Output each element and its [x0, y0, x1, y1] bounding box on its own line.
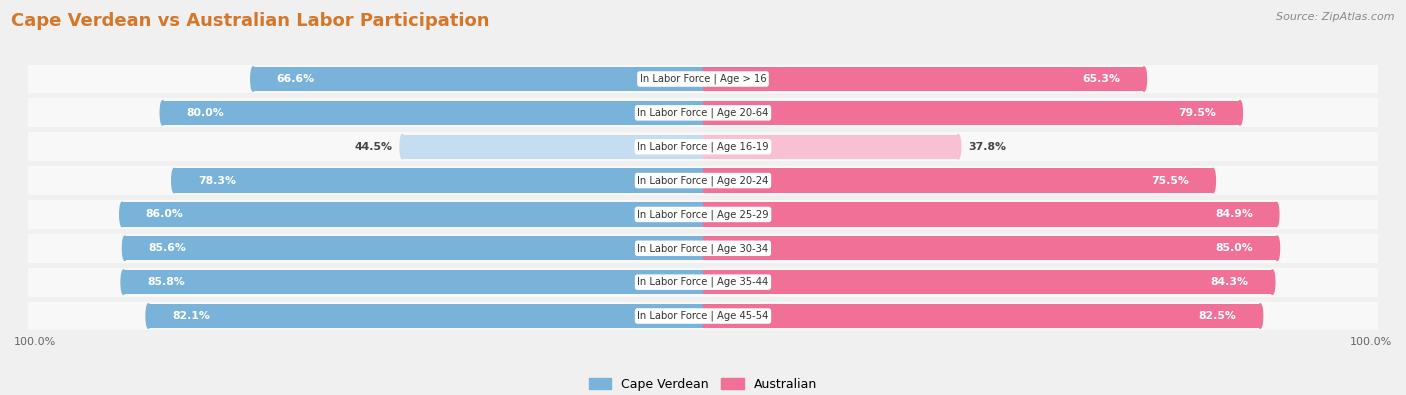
Bar: [402, 135, 703, 159]
Circle shape: [121, 270, 127, 294]
Circle shape: [1142, 67, 1146, 91]
Text: 37.8%: 37.8%: [969, 142, 1007, 152]
Bar: [28, 302, 1378, 330]
Bar: [28, 268, 1378, 297]
Circle shape: [1274, 202, 1279, 227]
Text: 65.3%: 65.3%: [1083, 74, 1121, 84]
Circle shape: [160, 101, 165, 125]
Bar: [28, 65, 1378, 93]
Bar: [28, 166, 1378, 195]
Text: 66.6%: 66.6%: [277, 74, 315, 84]
Bar: [28, 98, 1378, 127]
Text: 82.5%: 82.5%: [1199, 311, 1237, 321]
Circle shape: [399, 135, 405, 159]
Bar: [253, 67, 703, 91]
Text: 75.5%: 75.5%: [1152, 175, 1189, 186]
Bar: [703, 101, 1240, 125]
Bar: [703, 202, 1277, 227]
Bar: [28, 132, 1378, 161]
Circle shape: [1258, 304, 1263, 328]
Text: In Labor Force | Age 25-29: In Labor Force | Age 25-29: [637, 209, 769, 220]
Text: In Labor Force | Age 30-34: In Labor Force | Age 30-34: [637, 243, 769, 254]
Bar: [124, 270, 703, 294]
Text: In Labor Force | Age 20-24: In Labor Force | Age 20-24: [637, 175, 769, 186]
Circle shape: [146, 304, 150, 328]
Bar: [703, 270, 1272, 294]
Text: Source: ZipAtlas.com: Source: ZipAtlas.com: [1277, 12, 1395, 22]
Bar: [174, 168, 703, 193]
Legend: Cape Verdean, Australian: Cape Verdean, Australian: [583, 373, 823, 395]
Circle shape: [120, 202, 125, 227]
Circle shape: [1211, 168, 1215, 193]
Text: 78.3%: 78.3%: [198, 175, 236, 186]
Text: In Labor Force | Age 20-64: In Labor Force | Age 20-64: [637, 107, 769, 118]
Circle shape: [122, 236, 128, 260]
Bar: [125, 236, 703, 260]
Text: 85.0%: 85.0%: [1216, 243, 1254, 253]
Bar: [703, 236, 1277, 260]
Circle shape: [172, 168, 177, 193]
Circle shape: [250, 67, 256, 91]
Bar: [149, 304, 703, 328]
Text: 84.9%: 84.9%: [1215, 209, 1253, 220]
Text: 85.8%: 85.8%: [148, 277, 184, 287]
Circle shape: [1270, 270, 1275, 294]
Bar: [703, 135, 959, 159]
Circle shape: [956, 135, 960, 159]
Text: In Labor Force | Age 35-44: In Labor Force | Age 35-44: [637, 277, 769, 288]
Bar: [703, 67, 1144, 91]
Bar: [122, 202, 703, 227]
Bar: [28, 200, 1378, 229]
Text: 84.3%: 84.3%: [1211, 277, 1249, 287]
Text: Cape Verdean vs Australian Labor Participation: Cape Verdean vs Australian Labor Partici…: [11, 12, 489, 30]
Text: 85.6%: 85.6%: [149, 243, 187, 253]
Circle shape: [1275, 236, 1279, 260]
Text: In Labor Force | Age 45-54: In Labor Force | Age 45-54: [637, 311, 769, 321]
Text: 86.0%: 86.0%: [146, 209, 184, 220]
Bar: [703, 168, 1213, 193]
Bar: [28, 234, 1378, 263]
Circle shape: [1237, 101, 1243, 125]
Text: 100.0%: 100.0%: [14, 337, 56, 347]
Text: 100.0%: 100.0%: [1350, 337, 1392, 347]
Text: 79.5%: 79.5%: [1178, 108, 1216, 118]
Bar: [163, 101, 703, 125]
Text: In Labor Force | Age > 16: In Labor Force | Age > 16: [640, 74, 766, 84]
Text: In Labor Force | Age 16-19: In Labor Force | Age 16-19: [637, 141, 769, 152]
Text: 80.0%: 80.0%: [186, 108, 224, 118]
Text: 44.5%: 44.5%: [354, 142, 392, 152]
Bar: [703, 304, 1260, 328]
Text: 82.1%: 82.1%: [172, 311, 209, 321]
